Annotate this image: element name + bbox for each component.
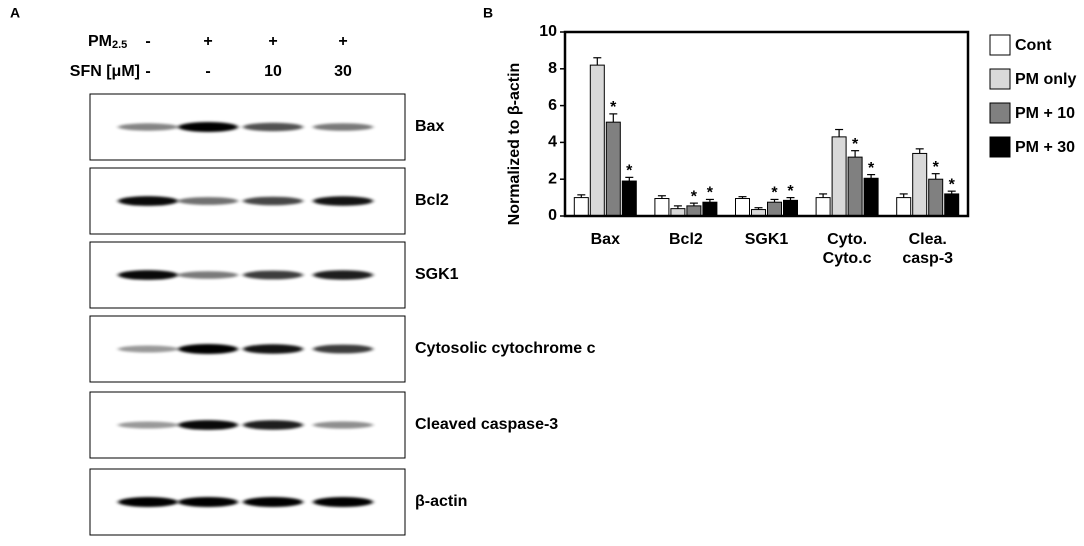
treatment-value: 30 — [334, 63, 352, 80]
bar — [847, 156, 863, 217]
blot-band — [178, 122, 238, 132]
blot-label: Cleaved caspase-3 — [415, 416, 558, 433]
bar — [783, 199, 798, 217]
legend-swatch — [989, 68, 1011, 90]
bar — [912, 152, 928, 217]
treatment-value: + — [203, 33, 212, 50]
blot-band — [243, 420, 303, 430]
bar — [735, 198, 750, 217]
legend-label: PM only — [1015, 71, 1076, 88]
treatment-value: - — [145, 63, 150, 80]
significance-marker: * — [771, 185, 778, 202]
blot-band — [118, 270, 178, 280]
blot-band — [118, 345, 178, 353]
blot-band — [243, 122, 303, 132]
blot-band — [118, 196, 178, 206]
significance-marker: * — [610, 99, 617, 116]
bar — [767, 201, 782, 217]
treatment-value: 10 — [264, 63, 282, 80]
bar — [928, 178, 944, 217]
blot-label: β-actin — [415, 493, 467, 510]
bar — [702, 201, 718, 217]
y-tick-label: 6 — [548, 97, 557, 114]
blot-band — [313, 344, 373, 354]
y-tick-label: 4 — [548, 134, 557, 151]
bar — [573, 197, 589, 217]
y-tick-label: 2 — [548, 170, 557, 187]
treatment-value: - — [205, 63, 210, 80]
blot-band — [313, 497, 373, 507]
blot-band — [178, 271, 238, 279]
bar — [944, 193, 960, 217]
blot-band — [243, 196, 303, 206]
significance-marker: * — [707, 185, 714, 202]
blot-band — [118, 497, 178, 507]
significance-marker: * — [949, 176, 956, 193]
blot-label: Bcl2 — [415, 192, 449, 209]
bar — [896, 197, 912, 217]
legend-swatch — [989, 34, 1011, 56]
significance-marker: * — [852, 136, 859, 153]
bar — [863, 177, 879, 217]
blot-band — [178, 497, 238, 507]
x-tick-label: Bax — [591, 231, 620, 248]
treatment-value: - — [145, 33, 150, 50]
bar — [589, 64, 605, 217]
treatment-label: PM — [88, 33, 112, 50]
significance-marker: * — [933, 159, 940, 176]
blot-band — [118, 123, 178, 131]
blot-band — [178, 420, 238, 430]
bar — [621, 180, 637, 217]
bar — [654, 198, 670, 217]
blot-band — [313, 196, 373, 206]
plot-frame — [563, 30, 970, 218]
y-tick-label: 10 — [539, 23, 557, 40]
x-tick-label: Clea. casp-3 — [902, 231, 953, 267]
treatment-label-sub: 2.5 — [112, 39, 127, 51]
blot-band — [243, 270, 303, 280]
treatment-value: + — [268, 33, 277, 50]
significance-marker: * — [626, 163, 633, 180]
significance-marker: * — [787, 183, 794, 200]
x-tick-label: SGK1 — [745, 231, 789, 248]
treatment-value: + — [338, 33, 347, 50]
bar — [831, 136, 847, 217]
blot-band — [313, 421, 373, 429]
blot-band — [118, 421, 178, 429]
bar — [686, 205, 702, 217]
y-axis-title: Normalized to β-actin — [506, 63, 523, 226]
significance-marker: * — [691, 188, 698, 205]
legend-swatch — [989, 102, 1011, 124]
x-tick-label: Bcl2 — [669, 231, 703, 248]
legend-label: PM + 10 — [1015, 105, 1075, 122]
panel-label: A — [10, 5, 20, 21]
panel-label: B — [483, 5, 493, 21]
bar — [815, 197, 831, 217]
blot-band — [313, 123, 373, 131]
legend-label: Cont — [1015, 37, 1052, 54]
treatment-label: SFN [μM] — [70, 63, 140, 80]
blot-label: SGK1 — [415, 266, 459, 283]
legend-swatch — [989, 136, 1011, 158]
y-tick-label: 0 — [548, 207, 557, 224]
blot-band — [243, 497, 303, 507]
blot-band — [243, 344, 303, 354]
blot-band — [313, 270, 373, 280]
blot-band — [178, 344, 238, 354]
blot-label: Cytosolic cytochrome c — [415, 340, 596, 357]
blot-band — [178, 197, 238, 205]
bar — [605, 121, 621, 217]
significance-marker: * — [868, 160, 875, 177]
legend-label: PM + 30 — [1015, 139, 1075, 156]
y-tick-label: 8 — [548, 60, 557, 77]
blot-label: Bax — [415, 118, 444, 135]
x-tick-label: Cyto. Cyto.c — [823, 231, 872, 267]
